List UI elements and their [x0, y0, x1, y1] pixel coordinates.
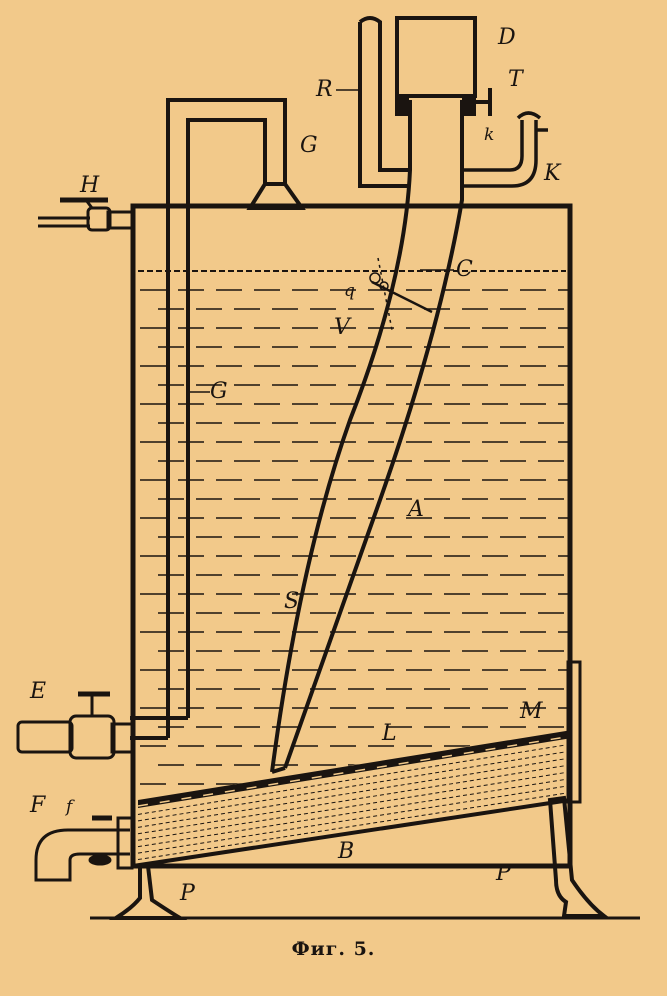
outlet-tap-f — [34, 815, 134, 882]
tube-r — [358, 16, 410, 188]
pipe-g-flange — [246, 182, 306, 210]
fitting-k — [462, 111, 548, 188]
chamber-hatch-line — [137, 765, 567, 835]
label-a: A — [406, 497, 424, 522]
leg-p-left — [109, 864, 188, 920]
chamber-hatch-line — [137, 758, 567, 828]
chamber-hatch-line — [137, 785, 567, 854]
label-p-right: P — [495, 861, 512, 886]
label-q: q — [344, 281, 355, 301]
water-hatching — [140, 289, 568, 785]
tank-body — [130, 203, 573, 869]
stopcock-t — [476, 88, 492, 116]
label-t: T — [508, 67, 525, 92]
label-k: K — [543, 161, 562, 186]
chamber-hatch-line — [137, 792, 567, 861]
bottom-chamber-hatching — [137, 744, 567, 861]
pipe-s — [270, 100, 464, 774]
label-b: B — [337, 839, 354, 864]
valve-v — [369, 257, 433, 331]
label-f-small: f — [64, 797, 75, 817]
label-e: E — [29, 679, 46, 704]
bottom-floor — [132, 798, 571, 868]
side-fitting — [566, 660, 582, 804]
figure-caption: Фиг. 5. — [291, 938, 376, 960]
chamber-hatch-line — [137, 751, 567, 822]
leg-p-right — [547, 795, 610, 918]
label-l: L — [381, 721, 397, 746]
label-c: C — [456, 257, 473, 282]
label-v: V — [334, 315, 352, 340]
chamber-hatch-line — [137, 771, 567, 841]
label-m: M — [519, 699, 543, 724]
label-f-big: F — [29, 793, 46, 818]
label-k-small: k — [484, 125, 494, 145]
box-d — [395, 16, 477, 98]
chamber-hatch-line — [137, 744, 567, 815]
label-d: D — [497, 25, 516, 50]
label-g-top: G — [300, 133, 318, 158]
box-d-clamps — [395, 96, 476, 116]
inlet-valve-e — [16, 691, 134, 760]
label-p-left: P — [179, 881, 196, 906]
label-h: H — [79, 173, 100, 198]
filter-plate — [137, 730, 573, 808]
pipe-g — [130, 98, 287, 740]
label-g-mid: G — [210, 379, 228, 404]
tap-h — [38, 197, 134, 232]
label-s: S — [284, 589, 299, 614]
label-r: R — [315, 77, 333, 102]
chamber-hatch-line — [137, 778, 567, 848]
